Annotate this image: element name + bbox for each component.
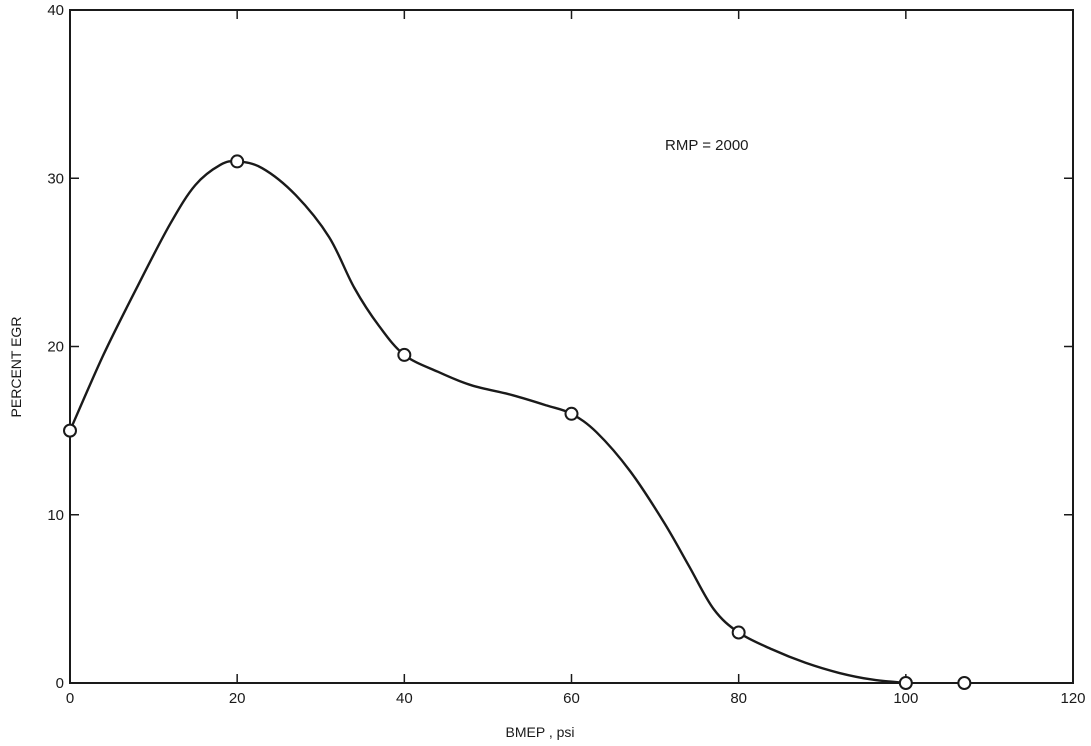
y-axis-ticks: 0 10 20 30 40 (47, 2, 1073, 692)
x-axis-title: BMEP , psi (506, 724, 575, 740)
x-tick-label: 20 (229, 690, 246, 707)
plot-frame (69, 9, 1074, 684)
x-tick-label: 0 (66, 690, 74, 707)
x-tick-label: 60 (563, 690, 580, 707)
data-point-marker (731, 625, 746, 640)
data-point-marker (63, 423, 77, 438)
x-axis-ticks: 0 20 40 60 80 100 120 (66, 10, 1086, 707)
data-point-marker (397, 347, 412, 362)
y-tick-label: 40 (47, 2, 64, 19)
series-curve-layer (68, 159, 906, 685)
y-tick-label: 10 (47, 507, 64, 524)
data-point-marker (957, 676, 972, 690)
x-tick-label: 100 (893, 690, 918, 707)
x-tick-label: 80 (730, 690, 747, 707)
y-tick-label: 20 (47, 339, 64, 356)
series-markers-layer (63, 154, 972, 690)
x-tick-label: 40 (396, 690, 413, 707)
y-tick-label: 0 (56, 675, 64, 692)
egr-curve (68, 159, 906, 685)
data-point-marker (564, 406, 579, 421)
data-point-marker (898, 676, 913, 690)
x-tick-label: 120 (1060, 690, 1085, 707)
y-axis-title: PERCENT EGR (8, 317, 24, 418)
plot-border (69, 9, 1074, 684)
annotation-rmp: RMP = 2000 (665, 137, 749, 154)
data-point-marker (230, 154, 245, 169)
y-tick-label: 30 (47, 170, 64, 187)
